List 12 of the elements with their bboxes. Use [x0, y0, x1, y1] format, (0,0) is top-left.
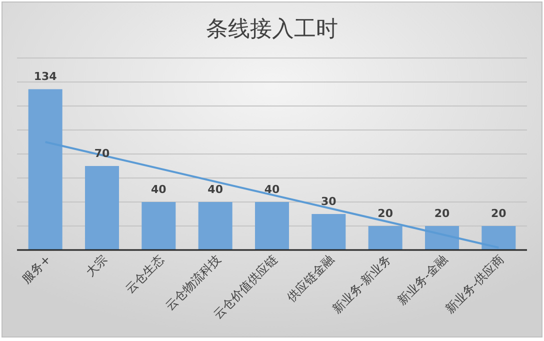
data-label: 134 [34, 70, 58, 84]
data-label: 20 [491, 207, 507, 220]
data-label: 20 [434, 207, 450, 220]
data-label: 40 [264, 183, 280, 196]
x-tick-label: 大宗 [83, 252, 110, 280]
data-label: 20 [378, 207, 394, 220]
data-label: 30 [321, 195, 337, 208]
chart-title: 条线接入工时 [206, 17, 338, 42]
data-label: 40 [151, 183, 167, 196]
x-tick-label: 云仓生态 [122, 252, 167, 296]
data-label: 40 [208, 183, 224, 196]
x-tick-label: 服务+ [19, 252, 54, 286]
